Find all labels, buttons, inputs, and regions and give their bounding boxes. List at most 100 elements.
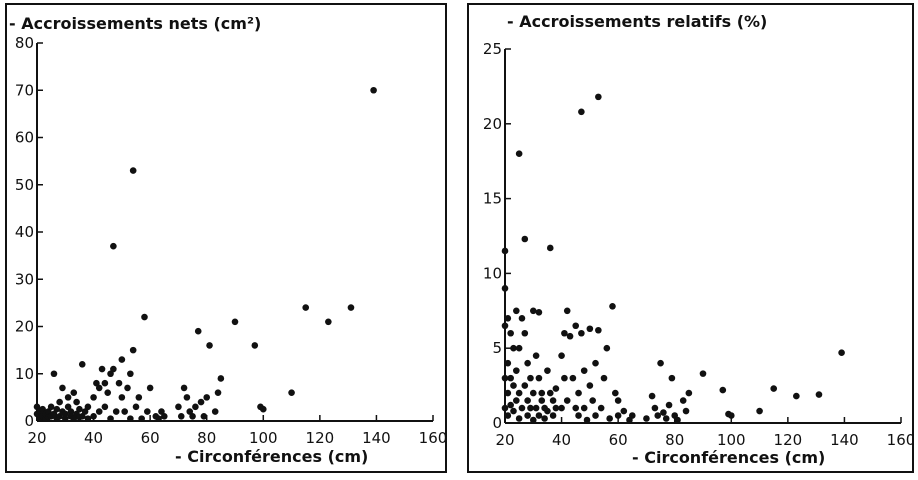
x-tick-label: 160 [887, 431, 912, 449]
scatter-plot-relative-increment: 0 5 10 15 20 25 20 40 60 80 100 120 140 160 - Accroiss… [483, 12, 912, 467]
scatter-plot-net-increment: 0 10 20 30 40 50 60 70 80 20 40 60 80 100 120 140 160 - A… [9, 14, 445, 466]
data-point [118, 356, 126, 363]
data-point [620, 407, 628, 415]
x-tick-label: 160 [419, 429, 445, 447]
data-point [580, 404, 588, 412]
x-tick-label: 80 [665, 431, 684, 449]
data-point [549, 412, 557, 419]
x-tick-label: 120 [774, 431, 803, 449]
data-point [592, 359, 599, 367]
data-point [197, 398, 205, 406]
data-point [538, 389, 546, 397]
data-point [95, 384, 103, 392]
data-point [660, 409, 667, 416]
data-point [347, 304, 355, 311]
data-point [325, 318, 332, 326]
data-point [643, 415, 650, 422]
data-point [203, 394, 211, 401]
data-point [501, 247, 509, 255]
data-point [47, 403, 55, 411]
data-point [189, 412, 196, 420]
data-point [521, 382, 529, 389]
data-point [578, 108, 585, 116]
data-point [770, 385, 778, 392]
data-point [682, 407, 690, 415]
data-point [107, 415, 114, 422]
data-point [515, 389, 523, 397]
data-point [549, 397, 557, 404]
data-point [110, 365, 117, 373]
data-point [612, 389, 619, 397]
data-point [510, 382, 517, 389]
data-point [524, 412, 531, 419]
data-point [504, 389, 512, 397]
x-tick-label: 140 [362, 429, 391, 447]
data-point [529, 307, 537, 315]
data-point [654, 412, 662, 419]
data-point [614, 397, 622, 404]
data-point [575, 389, 582, 397]
data-point [124, 384, 131, 392]
data-point [583, 416, 591, 424]
data-point [518, 314, 526, 322]
data-point [127, 370, 134, 378]
data-point [586, 382, 594, 389]
y-tick-label: 70 [15, 81, 34, 99]
data-point [513, 397, 520, 404]
data-point [115, 379, 123, 387]
x-tick-label: 80 [197, 429, 216, 447]
data-point [121, 408, 128, 415]
data-point [76, 405, 83, 413]
data-point [510, 407, 517, 415]
data-point [685, 389, 693, 397]
data-point [141, 313, 148, 321]
data-point [648, 392, 656, 400]
data-point [138, 415, 145, 422]
data-point [552, 385, 560, 392]
data-point [719, 386, 727, 394]
data-point [606, 415, 613, 422]
y-tick-label: 50 [15, 176, 34, 194]
y-tick-label: 40 [15, 223, 34, 241]
y-tick-label: 0 [24, 412, 34, 430]
data-point [118, 394, 126, 401]
data-point [132, 403, 140, 411]
data-point [561, 329, 568, 337]
data-point [535, 308, 543, 316]
data-point [657, 359, 664, 367]
data-point [572, 322, 580, 330]
data-point [84, 415, 92, 422]
data-point [558, 404, 565, 412]
data-point [513, 307, 520, 315]
data-point [679, 397, 687, 404]
data-point [144, 408, 151, 415]
data-point [699, 370, 707, 377]
data-point [104, 389, 112, 396]
data-point [566, 332, 574, 340]
data-point [101, 379, 109, 387]
data-point [61, 410, 69, 418]
data-point [563, 307, 571, 315]
y-tick-label: 60 [15, 129, 34, 147]
data-point [614, 412, 622, 419]
data-point [518, 404, 526, 412]
data-point [727, 412, 735, 419]
data-point [61, 415, 69, 422]
data-point [592, 412, 599, 419]
data-point [501, 374, 509, 382]
y-axis-title: - Accroissements relatifs (%) [507, 12, 767, 31]
y-axis-title: - Accroissements nets (cm²) [9, 14, 261, 33]
data-point [507, 329, 514, 337]
data-point [507, 401, 514, 409]
data-point [595, 93, 602, 101]
data-point [231, 318, 239, 326]
data-point [578, 329, 585, 337]
data-point [510, 344, 517, 352]
data-point [572, 404, 580, 412]
data-point [59, 384, 66, 392]
data-point [561, 374, 568, 382]
data-point [73, 398, 80, 406]
data-point [521, 235, 529, 243]
x-tick-label: 120 [306, 429, 335, 447]
data-point [177, 412, 185, 420]
